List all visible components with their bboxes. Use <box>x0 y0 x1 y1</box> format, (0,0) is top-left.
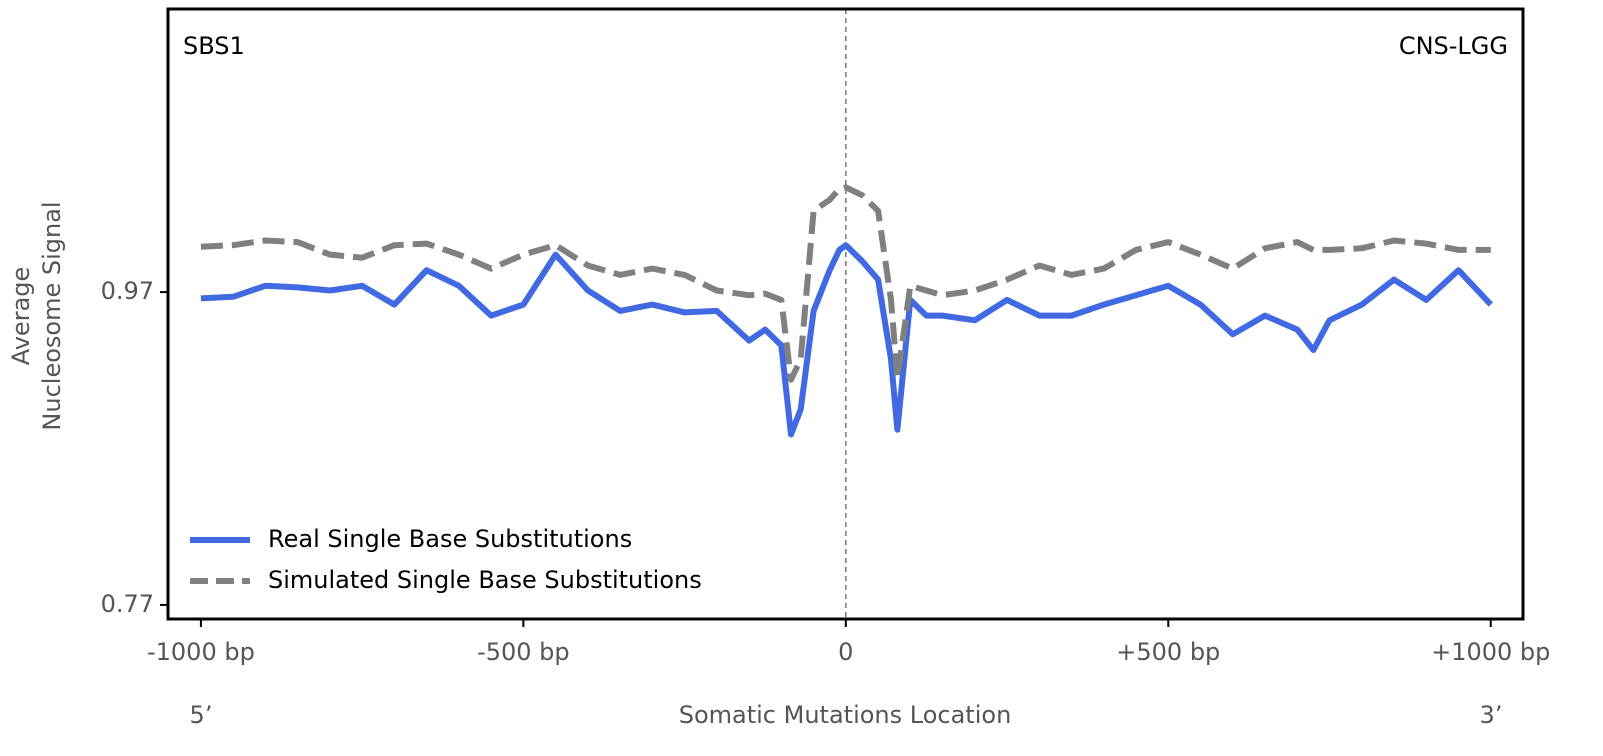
y-tick-label: 0.77 <box>101 590 154 618</box>
x-tick-label: 0 <box>838 638 853 666</box>
end-label: 5’ <box>190 701 213 729</box>
series-line <box>200 242 1493 438</box>
x-tick-label: +500 bp <box>1116 638 1220 666</box>
y-axis-label: Average <box>7 267 35 366</box>
plot-frame <box>166 7 1525 621</box>
signature-label: SBS1 <box>183 32 245 60</box>
legend-label: Simulated Single Base Substitutions <box>268 566 702 594</box>
legend-label: Real Single Base Substitutions <box>268 525 632 553</box>
series-line <box>200 184 1491 383</box>
end-label: 3’ <box>1480 701 1503 729</box>
x-axis-label: Somatic Mutations Location <box>679 701 1012 729</box>
cancer-type-label: CNS-LGG <box>1399 32 1508 60</box>
x-tick-label: -500 bp <box>477 638 570 666</box>
x-tick-label: +1000 bp <box>1431 638 1550 666</box>
x-tick-label: -1000 bp <box>147 638 255 666</box>
y-axis-label: Nucleosome Signal <box>38 201 66 430</box>
y-tick-label: 0.97 <box>101 277 154 305</box>
